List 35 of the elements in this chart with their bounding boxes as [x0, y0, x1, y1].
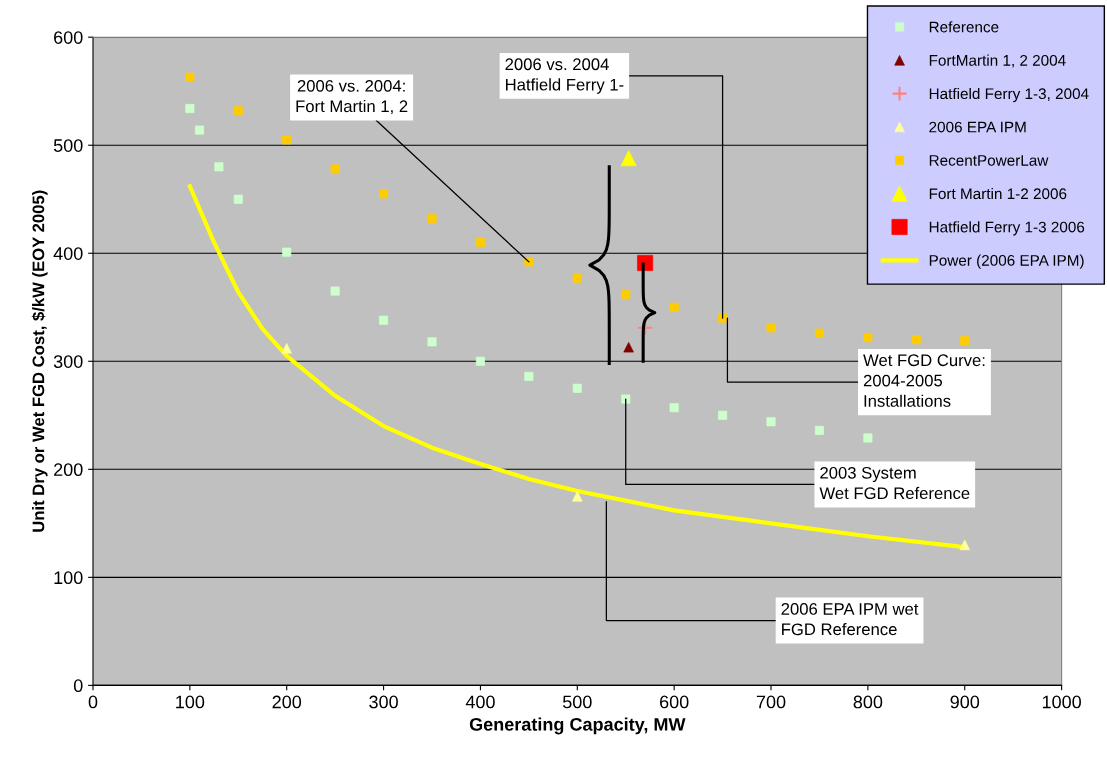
y-tick-label: 600: [54, 31, 83, 44]
x-tick-label: 200: [272, 695, 302, 709]
x-tick-label: 100: [176, 695, 205, 709]
legend-label: Fort Martin 1-2 2006: [929, 187, 1067, 200]
y-tick-label: 400: [53, 247, 83, 260]
x-tick-label: 900: [950, 695, 980, 709]
legend-label: Power (2006 EPA IPM): [929, 254, 1084, 269]
x-tick-label: 0: [88, 695, 98, 709]
legend-label: 2006 EPA IPM: [929, 121, 1026, 133]
annotation: Wet FGD Curve: 2004-2005 Installations: [863, 354, 985, 407]
annotation: 2006 vs. 2004: Fort Martin 1, 2: [296, 79, 408, 115]
legend-label: RecentPowerLaw: [929, 155, 1049, 166]
legend-label: FortMartin 1, 2 2004: [929, 54, 1066, 68]
annotation: 2003 System Wet FGD Reference: [819, 466, 970, 500]
legend-label: Hatfield Ferry 1-3 2006: [929, 221, 1085, 236]
x-tick-label: 500: [562, 695, 592, 709]
x-tick-label: 400: [465, 695, 495, 709]
legend-label: Reference: [929, 21, 999, 33]
point: [620, 150, 637, 167]
y-tick-label: 300: [53, 355, 83, 368]
point: [814, 425, 824, 435]
annotation: 2006 vs. 2004 Hatfield Ferry 1-: [505, 58, 624, 94]
y-tick-label: 200: [54, 463, 83, 477]
x-tick-label: 300: [369, 695, 398, 709]
annotation: 2006 EPA IPM wet FGD Reference: [781, 603, 919, 636]
legend-label: Hatfield Ferry 1-3, 2004: [929, 87, 1089, 103]
x-tick-label: 700: [756, 695, 786, 709]
x-tick-label: 800: [853, 695, 883, 709]
x-tick-label: 1000: [1042, 695, 1081, 709]
x-axis-title: Generating Capacity, MW: [469, 717, 686, 735]
x-tick-label: 600: [660, 695, 689, 709]
y-tick-label: 0: [73, 679, 83, 693]
y-tick-label: 100: [54, 571, 83, 585]
y-tick-label: 500: [53, 139, 83, 152]
y-axis-title: Unit Dry or Wet FGD Cost, $/kW (EOY 2005): [31, 190, 48, 532]
